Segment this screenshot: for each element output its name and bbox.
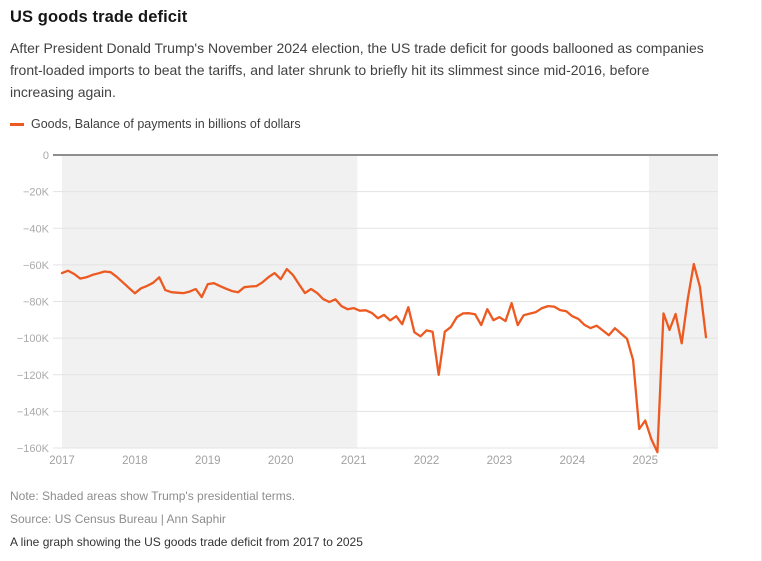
y-axis-tick-label: −60K (23, 260, 50, 272)
y-axis-tick-label: −120K (17, 370, 50, 382)
x-axis-year-label: 2018 (122, 455, 148, 467)
x-axis-year-label: 2023 (487, 455, 513, 467)
x-axis-year-label: 2022 (414, 455, 440, 467)
chart-title: US goods trade deficit (10, 8, 188, 26)
x-axis-year-label: 2019 (195, 455, 221, 467)
alt-text: A line graph showing the US goods trade … (10, 535, 363, 549)
y-axis-tick-label: −140K (17, 406, 50, 418)
y-axis-tick-label: −40K (23, 223, 50, 235)
deficit-line-chart: 0−20K−40K−60K−80K−100K−120K−140K−160K201… (17, 150, 718, 467)
x-axis-year-label: 2025 (632, 455, 658, 467)
legend: Goods, Balance of payments in billions o… (10, 116, 751, 132)
x-axis-year-label: 2017 (49, 455, 75, 467)
chart-subtitle: After President Donald Trump's November … (10, 40, 704, 100)
x-axis-year-label: 2021 (341, 455, 367, 467)
y-axis-tick-label: −20K (23, 187, 50, 199)
y-axis-tick-label: 0 (43, 150, 49, 162)
chart-footer: Note: Shaded areas show Trump's presiden… (0, 472, 761, 549)
x-axis-year-label: 2024 (560, 455, 586, 467)
legend-line-swatch-icon (10, 122, 24, 126)
y-axis-tick-label: −160K (17, 443, 50, 455)
source-text: Source: US Census Bureau | Ann Saphir (10, 512, 226, 526)
x-axis-year-label: 2020 (268, 455, 294, 467)
y-axis-tick-label: −100K (17, 333, 50, 345)
legend-label: Goods, Balance of payments in billions o… (31, 117, 301, 131)
y-axis-tick-label: −80K (23, 297, 50, 309)
note-text: Note: Shaded areas show Trump's presiden… (10, 489, 296, 503)
deficit-line (60, 262, 708, 454)
